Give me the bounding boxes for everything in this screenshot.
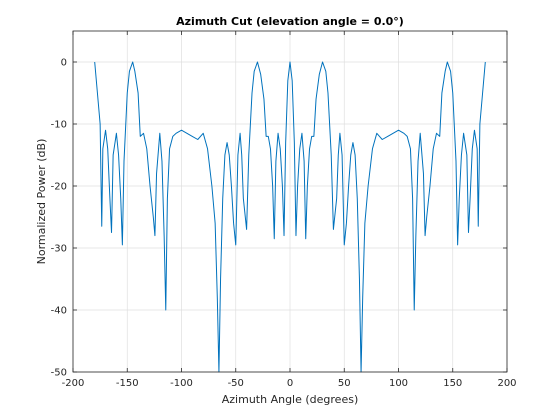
y-axis-label: Normalized Power (dB) [35,139,48,265]
y-tick-label: -30 [51,244,67,255]
x-tick-label: 50 [338,378,351,389]
x-tick-label: 200 [497,378,516,389]
x-tick-label: -200 [62,378,85,389]
x-tick-label: -50 [228,378,244,389]
y-tick-label: -10 [51,120,67,131]
y-tick-labels: -50 -40 -30 -20 -10 0 [51,58,67,379]
x-tick-label: 150 [443,378,462,389]
chart-title: Azimuth Cut (elevation angle = 0.0°) [176,15,404,28]
y-tick-label: -40 [51,306,67,317]
x-tick-label: 100 [389,378,408,389]
series-line [94,61,486,373]
x-tick-label: 0 [287,378,293,389]
y-tick-label: -20 [51,182,67,193]
x-axis-label: Azimuth Angle (degrees) [222,393,359,406]
x-tick-label: -100 [170,378,193,389]
y-tick-label: -50 [51,368,67,379]
x-tick-labels: -200 -150 -100 -50 0 50 100 150 200 [62,378,517,389]
axis-ticks [72,31,508,373]
x-tick-label: -150 [116,378,139,389]
y-tick-label: 0 [61,58,67,69]
